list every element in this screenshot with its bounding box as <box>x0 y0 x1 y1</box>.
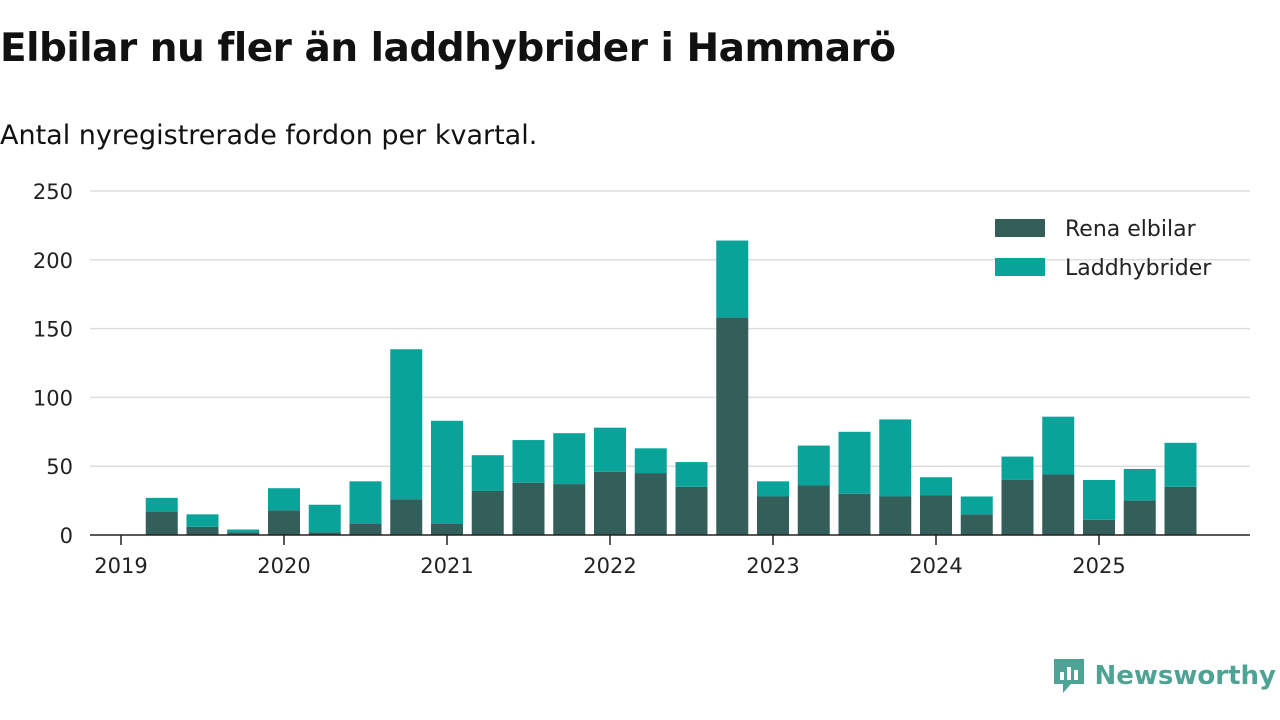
bar-rena-elbilar <box>145 511 178 535</box>
bar-laddhybrider <box>960 496 993 515</box>
bar-laddhybrider <box>757 481 789 497</box>
bar-rena-elbilar <box>227 532 260 535</box>
stacked-bar-chart: 0 50 100 150 200 250 2019 2020 2021 2022 2023 2024… <box>33 180 1250 578</box>
bar-rena-elbilar <box>512 482 545 535</box>
bar-rena-elbilar <box>757 496 789 535</box>
bar-laddhybrider <box>838 431 871 494</box>
bar-laddhybrider <box>553 433 586 485</box>
bar-rena-elbilar <box>390 499 423 535</box>
bar-rena-elbilar <box>675 486 708 535</box>
bar-rena-elbilar <box>1042 474 1075 535</box>
bar-rena-elbilar <box>716 317 749 535</box>
bar-laddhybrider <box>1164 442 1197 487</box>
bar-laddhybrider <box>920 477 952 496</box>
bar-laddhybrider <box>431 420 463 524</box>
bar-laddhybrider <box>349 481 382 524</box>
x-axis-ticks: 2019 2020 2021 2022 2023 2024 2025 <box>94 535 1126 578</box>
bar-rena-elbilar <box>471 490 504 535</box>
bar-rena-elbilar <box>838 493 871 535</box>
x-tick-label: 2023 <box>746 554 799 578</box>
legend: Rena elbilar Laddhybrider <box>995 217 1212 281</box>
x-tick-label: 2024 <box>909 554 962 578</box>
bar-rena-elbilar <box>349 523 382 535</box>
bar-rena-elbilar <box>1083 519 1115 535</box>
bar-laddhybrider <box>1083 479 1115 520</box>
bar-laddhybrider <box>594 427 626 472</box>
bar-rena-elbilar <box>594 471 626 535</box>
x-tick-label: 2019 <box>94 554 147 578</box>
bar-laddhybrider <box>268 488 300 511</box>
bar-laddhybrider <box>186 514 219 527</box>
x-tick-label: 2021 <box>420 554 473 578</box>
bar-rena-elbilar <box>308 532 341 535</box>
bar-laddhybrider <box>1042 416 1075 475</box>
bar-laddhybrider <box>1123 468 1156 501</box>
bar-rena-elbilar <box>553 484 586 535</box>
y-tick-label: 250 <box>33 180 73 204</box>
y-tick-label: 200 <box>33 249 73 273</box>
newsworthy-logo: Newsworthy <box>1051 656 1276 696</box>
bar-rena-elbilar <box>797 485 830 535</box>
bar-rena-elbilar <box>1164 486 1197 535</box>
x-tick-label: 2025 <box>1072 554 1125 578</box>
y-tick-label: 50 <box>46 455 73 479</box>
bar-rena-elbilar <box>1001 479 1034 535</box>
bar-rena-elbilar <box>186 526 219 535</box>
bar-laddhybrider <box>675 462 708 487</box>
bar-laddhybrider <box>797 445 830 486</box>
bar-laddhybrider <box>227 529 260 533</box>
legend-swatch-laddhybrider <box>995 258 1045 276</box>
gridlines <box>90 190 1250 467</box>
bar-rena-elbilar <box>431 523 463 535</box>
bar-laddhybrider <box>1001 456 1034 480</box>
bar-rena-elbilar <box>960 514 993 535</box>
bar-laddhybrider <box>471 455 504 491</box>
chart-title: Elbilar nu fler än laddhybrider i Hammar… <box>0 26 896 71</box>
bars <box>145 240 1197 535</box>
x-tick-label: 2022 <box>583 554 636 578</box>
bar-rena-elbilar <box>634 473 667 535</box>
bar-rena-elbilar <box>1123 500 1156 535</box>
y-tick-label: 0 <box>60 524 73 548</box>
bar-laddhybrider <box>512 440 545 483</box>
newsworthy-logo-icon <box>1053 659 1084 693</box>
legend-swatch-elbilar <box>995 219 1045 237</box>
y-axis-ticks: 0 50 100 150 200 250 <box>33 180 73 548</box>
bar-rena-elbilar <box>920 495 952 535</box>
x-tick-label: 2020 <box>257 554 310 578</box>
bar-laddhybrider <box>716 240 749 318</box>
bar-laddhybrider <box>390 349 423 500</box>
y-tick-label: 100 <box>33 386 73 410</box>
bar-laddhybrider <box>634 448 667 474</box>
legend-label-elbilar: Rena elbilar <box>1065 217 1197 242</box>
y-tick-label: 150 <box>33 318 73 342</box>
bar-rena-elbilar <box>879 496 912 535</box>
legend-label-laddhybrider: Laddhybrider <box>1065 256 1212 281</box>
bar-rena-elbilar <box>268 510 300 535</box>
bar-laddhybrider <box>879 419 912 497</box>
bar-laddhybrider <box>308 504 341 533</box>
chart-subtitle: Antal nyregistrerade fordon per kvartal. <box>0 120 538 151</box>
bar-laddhybrider <box>145 497 178 512</box>
newsworthy-logo-text: Newsworthy <box>1094 661 1276 691</box>
